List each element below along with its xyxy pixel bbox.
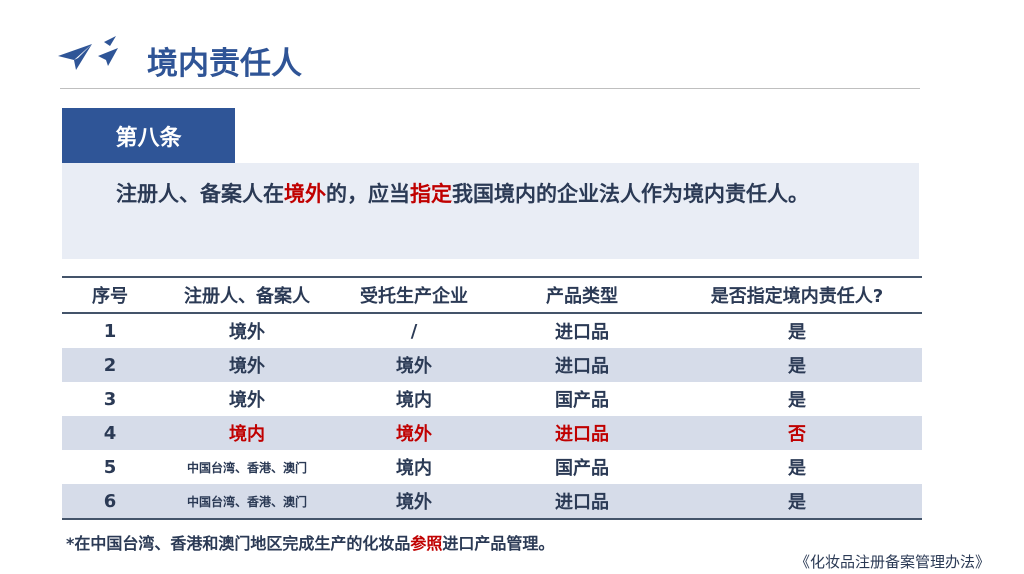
article-box [62, 163, 919, 259]
table-cell: 国产品 [555, 390, 609, 411]
table-cell: 境外 [396, 424, 432, 445]
text: 进口产品管理。 [442, 534, 555, 553]
table-row: 4 境内 境外 进口品 否 [62, 416, 922, 450]
text: *在中国台湾、香港和澳门地区完成生产的化妆品 [66, 534, 411, 553]
text: 注册人、备案人在 [116, 182, 284, 206]
text: 的，应当 [326, 182, 410, 206]
table-cell: 5 [103, 456, 117, 478]
article-text: 注册人、备案人在境外的，应当指定我国境内的企业法人作为境内责任人。 [70, 176, 900, 212]
highlight-text: 参照 [410, 534, 443, 553]
table-cell: 进口品 [555, 424, 609, 445]
table-cell: 是 [788, 492, 806, 513]
header-cell: 产品类型 [546, 286, 618, 307]
header-cell: 受托生产企业 [360, 286, 468, 307]
responsibility-table: 序号 注册人、备案人 受托生产企业 产品类型 是否指定境内责任人? 1 境外 / 进口… [62, 276, 922, 520]
table-cell: 1 [103, 320, 117, 342]
table-cell: 境外 [396, 356, 432, 377]
table-row: 3 境外 境内 国产品 是 [62, 382, 922, 416]
table-cell: 是 [788, 322, 806, 343]
table-cell: 中国台湾、香港、澳门 [186, 460, 307, 475]
table-cell: 国产品 [555, 458, 609, 479]
table-cell: 中国台湾、香港、澳门 [186, 494, 307, 509]
paper-plane-icon [58, 36, 118, 70]
table-cell: 进口品 [555, 492, 609, 513]
table-header: 序号 注册人、备案人 受托生产企业 产品类型 是否指定境内责任人? [62, 277, 922, 313]
table-row: 5 中国台湾、香港、澳门 境内 国产品 是 [62, 450, 922, 484]
table-cell: 是 [788, 458, 806, 479]
source-citation: 《化妆品注册备案管理办法》 [795, 553, 991, 571]
highlight-text: 境外 [284, 182, 326, 206]
table-cell: 境内 [396, 458, 432, 479]
table-cell: 境外 [229, 356, 265, 377]
header-cell: 注册人、备案人 [184, 286, 310, 307]
divider [60, 88, 920, 89]
table-cell: 是 [788, 390, 806, 411]
table-row: 6 中国台湾、香港、澳门 境外 进口品 是 [62, 484, 922, 519]
table-cell: 境外 [229, 322, 265, 343]
table-cell: 6 [103, 490, 117, 512]
table-cell: 境外 [229, 390, 265, 411]
table-cell: / [410, 320, 418, 342]
table-cell: 境内 [229, 424, 265, 445]
text: 我国境内的企业法人作为境内责任人。 [452, 182, 809, 206]
table-cell: 是 [788, 356, 806, 377]
table-row: 1 境外 / 进口品 是 [62, 313, 922, 348]
footnote: *在中国台湾、香港和澳门地区完成生产的化妆品参照进口产品管理。 [66, 530, 554, 554]
table-cell: 否 [788, 424, 806, 445]
header-cell: 是否指定境内责任人? [710, 286, 884, 307]
table-cell: 境外 [396, 492, 432, 513]
header-cell: 序号 [92, 286, 128, 307]
table-row: 2 境外 境外 进口品 是 [62, 348, 922, 382]
table-cell: 进口品 [555, 356, 609, 377]
table-cell: 2 [103, 354, 117, 376]
table-cell: 境内 [396, 390, 432, 411]
highlight-text: 指定 [410, 182, 452, 206]
table-cell: 3 [103, 388, 117, 410]
article-label: 第八条 [62, 108, 235, 163]
table-cell: 进口品 [555, 322, 609, 343]
table-cell: 4 [103, 422, 117, 444]
page-title: 境内责任人 [147, 46, 302, 82]
